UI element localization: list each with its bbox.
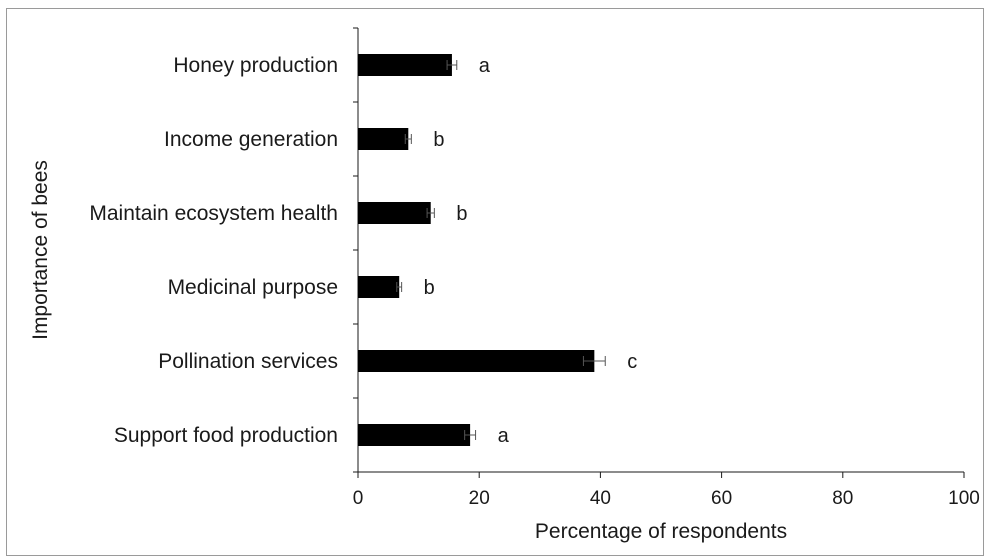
significance-letter: a xyxy=(498,425,510,447)
category-label: Medicinal purpose xyxy=(168,276,338,299)
bar xyxy=(358,202,431,224)
bar xyxy=(358,54,452,76)
significance-letter: b xyxy=(424,277,435,299)
significance-letter: b xyxy=(456,203,467,225)
category-label: Income generation xyxy=(164,128,338,151)
x-tick-label: 100 xyxy=(948,488,980,509)
category-label: Maintain ecosystem health xyxy=(89,202,338,225)
category-label: Pollination services xyxy=(158,350,338,373)
significance-letter: c xyxy=(627,351,637,373)
labels: 0 20 40 60 80 100 Honey production a Income gene… xyxy=(89,54,979,509)
x-tick-label: 80 xyxy=(832,488,853,509)
figure-frame xyxy=(6,8,984,556)
x-tick-label: 20 xyxy=(469,488,490,509)
y-axis-title: Importance of bees xyxy=(29,160,52,340)
axes xyxy=(353,27,965,478)
significance-letter: b xyxy=(433,129,444,151)
bar xyxy=(358,424,471,446)
significance-letter: a xyxy=(479,55,491,77)
x-tick-label: 40 xyxy=(590,488,611,509)
x-tick-label: 60 xyxy=(711,488,732,509)
x-axis-title: Percentage of respondents xyxy=(535,520,787,543)
bars xyxy=(358,54,606,446)
bar xyxy=(358,128,409,150)
bar xyxy=(358,276,400,298)
x-tick-label: 0 xyxy=(353,488,364,509)
bar xyxy=(358,350,595,372)
category-label: Support food production xyxy=(114,424,338,447)
category-label: Honey production xyxy=(173,54,338,77)
